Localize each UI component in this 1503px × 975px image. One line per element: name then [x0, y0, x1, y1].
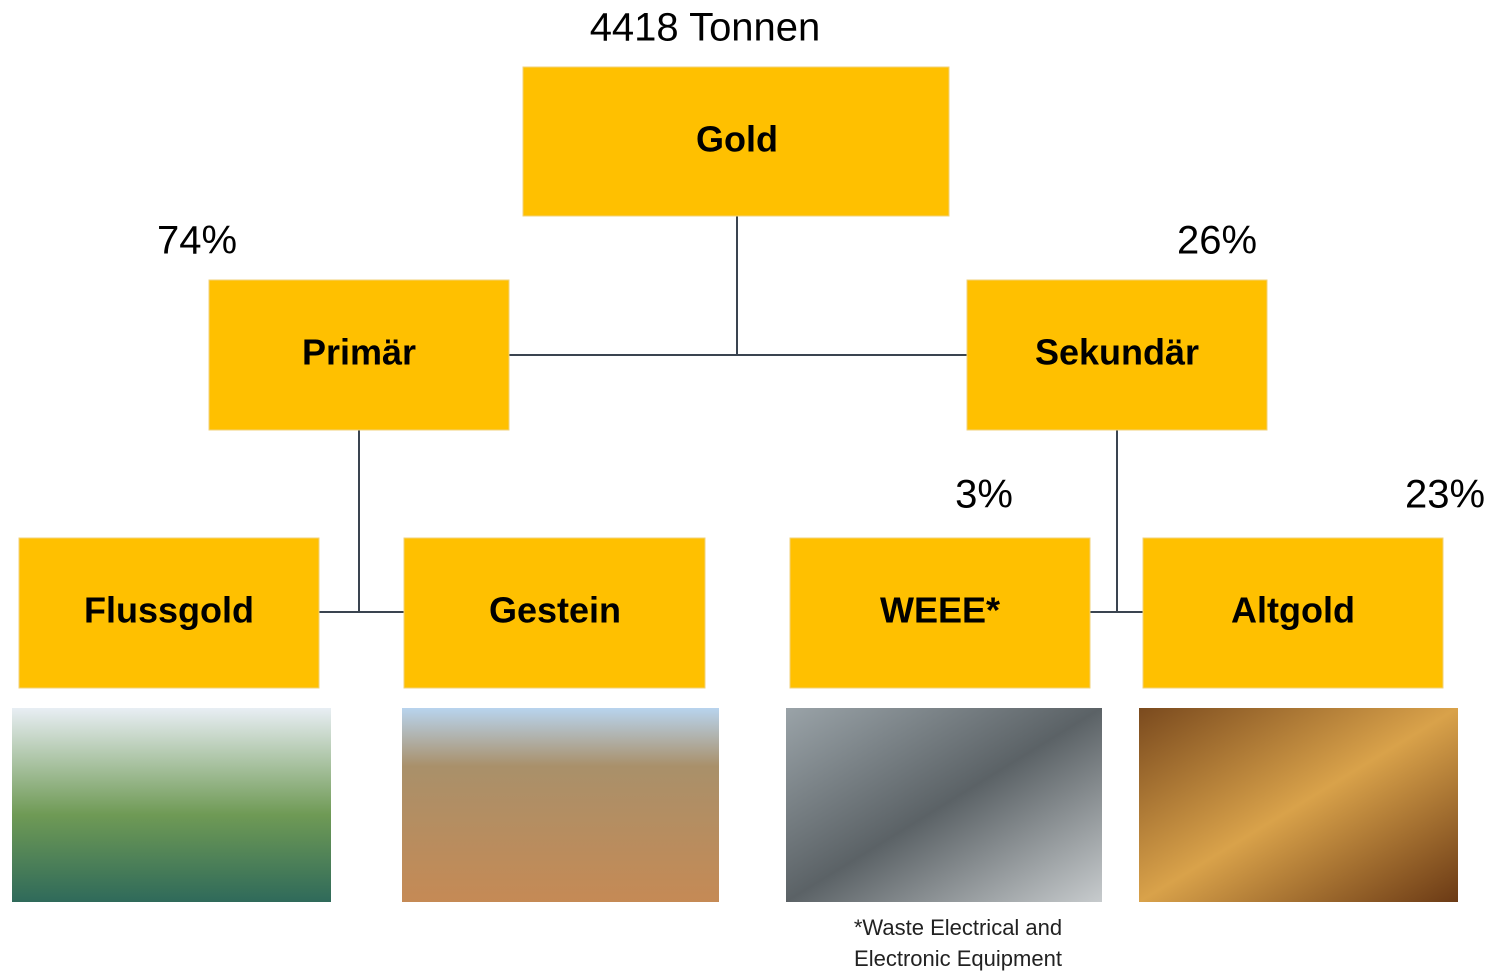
photo [786, 708, 1102, 902]
connector [319, 430, 404, 613]
footnote: Electronic Equipment [854, 946, 1062, 971]
node-box [18, 537, 320, 689]
root-amount: 4418 Tonnen [590, 6, 821, 50]
root-box [522, 66, 950, 217]
share: 74% [157, 219, 237, 263]
node-box [208, 279, 510, 431]
share: 23% [1405, 473, 1485, 517]
node-box [403, 537, 706, 689]
node-label: Sekundär [1035, 332, 1199, 373]
root-label: Gold [696, 119, 778, 160]
photo [402, 708, 719, 902]
share: 3% [955, 473, 1013, 517]
photo [12, 708, 331, 902]
footnote: *Waste Electrical and [854, 915, 1062, 940]
node-box [789, 537, 1091, 689]
photo [1139, 708, 1458, 902]
node-box [966, 279, 1268, 431]
node-label: Flussgold [84, 590, 254, 631]
node-label: Altgold [1231, 590, 1355, 631]
node-label: WEEE* [880, 590, 1000, 631]
node-label: Gestein [489, 590, 621, 631]
node-label: Primär [302, 332, 416, 373]
node-box [1142, 537, 1444, 689]
share: 26% [1177, 219, 1257, 263]
connector [509, 216, 967, 356]
connector [1090, 430, 1143, 613]
